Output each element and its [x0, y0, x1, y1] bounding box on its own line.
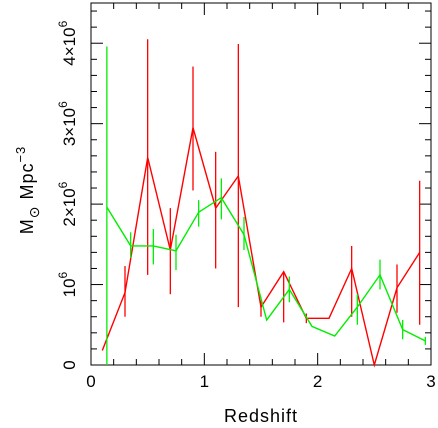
x-axis-label: Redshift: [224, 406, 298, 426]
x-tick-label: 3: [426, 372, 435, 391]
x-tick-label: 0: [86, 372, 95, 391]
y-tick-label: 106: [56, 271, 79, 297]
series-line: [106, 196, 426, 342]
plot-frame: [90, 2, 432, 366]
axes: 0 1 2 3 0 106 2×106 3×106 4×106: [56, 3, 436, 391]
x-tick-label: 1: [200, 372, 209, 391]
series-layer: [101, 39, 426, 368]
y-tick-label: 4×106: [56, 20, 79, 65]
y-tick-label: 2×106: [56, 181, 79, 226]
series-2: [106, 46, 426, 365]
y-tick-label: 3×106: [56, 101, 79, 146]
y-tick-label: 0: [60, 360, 79, 369]
series-line: [101, 127, 421, 368]
series-1: [101, 39, 421, 368]
y-axis-label: M⊙ Mpc−3: [13, 146, 42, 235]
x-tick-label: 2: [313, 372, 322, 391]
